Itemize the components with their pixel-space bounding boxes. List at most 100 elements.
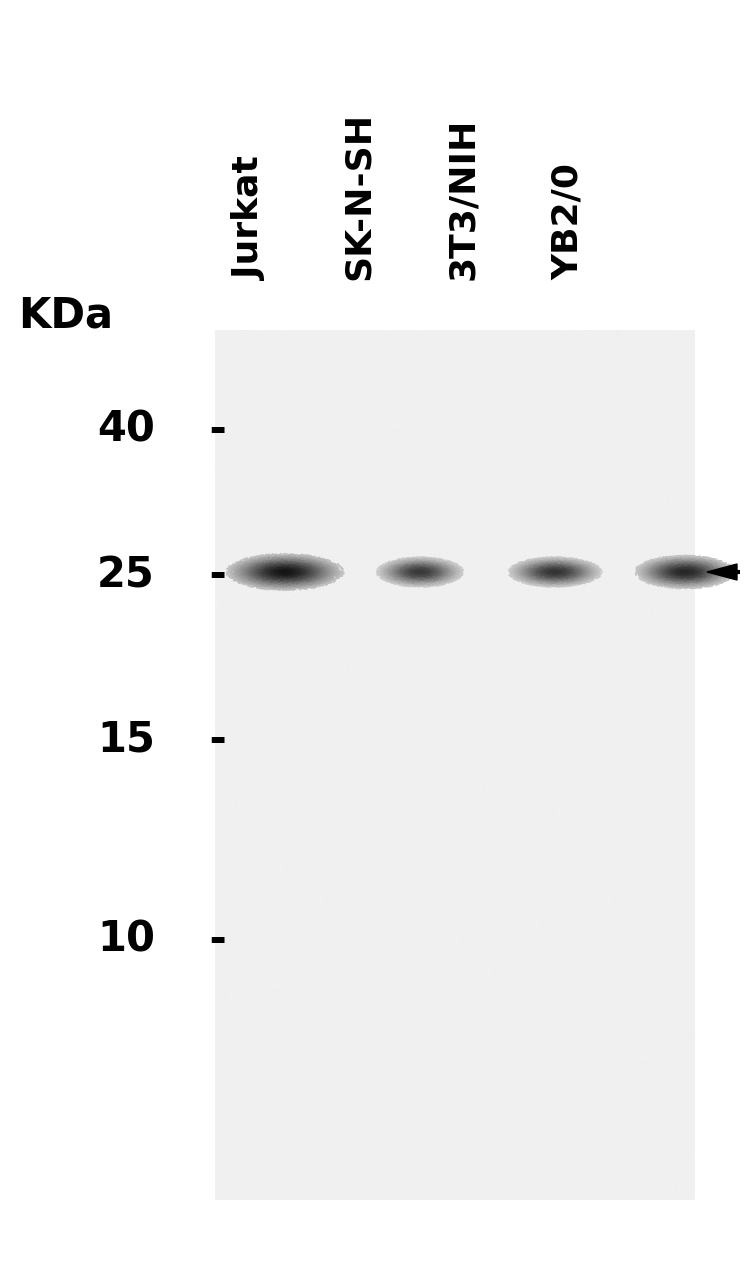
Point (261, 567, 273, 588)
Point (676, 568, 688, 589)
Point (646, 554, 658, 575)
Point (303, 570, 315, 590)
Point (293, 567, 305, 588)
Point (557, 561, 569, 581)
Point (673, 557, 685, 577)
Point (306, 552, 318, 572)
Point (561, 562, 573, 582)
Point (675, 559, 686, 580)
Point (436, 568, 448, 589)
Point (415, 562, 427, 582)
Point (419, 559, 431, 580)
Point (461, 902, 473, 923)
Point (678, 554, 689, 575)
Point (551, 571, 562, 591)
Point (559, 554, 571, 575)
Point (671, 561, 683, 581)
Point (419, 566, 431, 586)
Point (257, 564, 269, 585)
Point (668, 561, 680, 581)
Point (541, 561, 553, 581)
Point (290, 576, 302, 596)
Point (700, 567, 712, 588)
Point (303, 564, 314, 585)
Point (417, 554, 429, 575)
Point (552, 566, 564, 586)
Point (247, 566, 258, 586)
Point (669, 573, 681, 594)
Point (654, 567, 666, 588)
Point (525, 562, 537, 582)
Point (296, 709, 308, 730)
Point (279, 566, 291, 586)
Point (533, 563, 545, 584)
Point (294, 562, 306, 582)
Point (414, 550, 426, 571)
Point (666, 558, 678, 579)
Point (229, 655, 241, 676)
Point (675, 572, 686, 593)
Point (661, 554, 673, 575)
Point (420, 568, 432, 589)
Point (667, 561, 679, 581)
Point (305, 570, 317, 590)
Point (534, 570, 546, 590)
Point (483, 408, 495, 429)
Point (419, 566, 431, 586)
Point (285, 559, 297, 580)
Point (425, 568, 437, 589)
Point (665, 568, 677, 589)
Point (685, 561, 697, 581)
Point (686, 566, 698, 586)
Point (566, 559, 578, 580)
Point (560, 562, 571, 582)
Point (290, 573, 302, 594)
Point (519, 563, 531, 584)
Point (565, 561, 577, 581)
Point (287, 556, 299, 576)
Point (684, 564, 695, 585)
Point (405, 567, 417, 588)
Point (575, 557, 587, 577)
Point (275, 557, 287, 577)
Point (673, 559, 685, 580)
Point (693, 549, 705, 570)
Point (546, 558, 558, 579)
Point (552, 553, 564, 573)
Point (420, 557, 432, 577)
Point (263, 563, 275, 584)
Point (530, 558, 542, 579)
Point (415, 559, 427, 580)
Point (512, 563, 524, 584)
Point (396, 559, 408, 580)
Point (265, 572, 277, 593)
Point (262, 558, 274, 579)
Point (567, 561, 579, 581)
Point (550, 561, 562, 581)
Point (299, 562, 311, 582)
Point (659, 563, 671, 584)
Point (553, 570, 565, 590)
Point (703, 564, 715, 585)
Point (289, 571, 301, 591)
Point (376, 823, 388, 844)
Point (673, 559, 685, 580)
Point (651, 562, 663, 582)
Point (388, 563, 400, 584)
Point (549, 799, 561, 819)
Point (408, 564, 420, 585)
Point (288, 558, 300, 579)
Point (418, 568, 430, 589)
Point (654, 575, 666, 595)
Point (428, 573, 440, 594)
Point (304, 541, 316, 562)
Point (215, 594, 227, 614)
Point (390, 554, 402, 575)
Point (388, 570, 400, 590)
Point (311, 449, 323, 470)
Point (400, 558, 412, 579)
Point (427, 554, 439, 575)
Point (542, 562, 554, 582)
Point (550, 550, 562, 571)
Point (560, 562, 571, 582)
